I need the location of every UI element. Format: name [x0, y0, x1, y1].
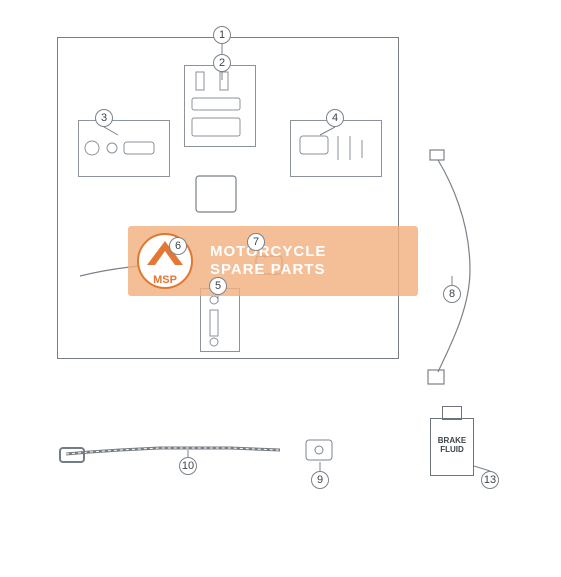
callout-3: 3: [95, 109, 113, 127]
watermark-logo-text: MSP: [134, 274, 196, 286]
callout-5: 5: [209, 277, 227, 295]
callout-7: 7: [247, 233, 265, 251]
brake-fluid-bottle: BRAKE FLUID: [430, 418, 474, 476]
subassembly-outline-5: [200, 288, 240, 352]
callout-6: 6: [169, 237, 187, 255]
watermark-line2: SPARE PARTS: [210, 261, 326, 279]
watermark: MSP MOTORCYCLE SPARE PARTS: [128, 226, 418, 296]
callout-1: 1: [213, 26, 231, 44]
callout-8: 8: [443, 285, 461, 303]
callout-10: 10: [179, 457, 197, 475]
subassembly-outline-3: [78, 120, 170, 177]
callout-9: 9: [311, 471, 329, 489]
callout-2: 2: [213, 54, 231, 72]
callout-13: 13: [481, 471, 499, 489]
diagram-stage: MSP MOTORCYCLE SPARE PARTS BRAKE FLUID 1…: [0, 0, 561, 577]
watermark-line1: MOTORCYCLE: [210, 243, 326, 261]
watermark-logo: MSP: [134, 230, 196, 292]
brake-fluid-label: BRAKE FLUID: [431, 437, 473, 455]
callout-4: 4: [326, 109, 344, 127]
subassembly-outline-2: [184, 65, 256, 147]
brake-fluid-label-line2: FLUID: [431, 446, 473, 455]
subassembly-outline-4: [290, 120, 382, 177]
